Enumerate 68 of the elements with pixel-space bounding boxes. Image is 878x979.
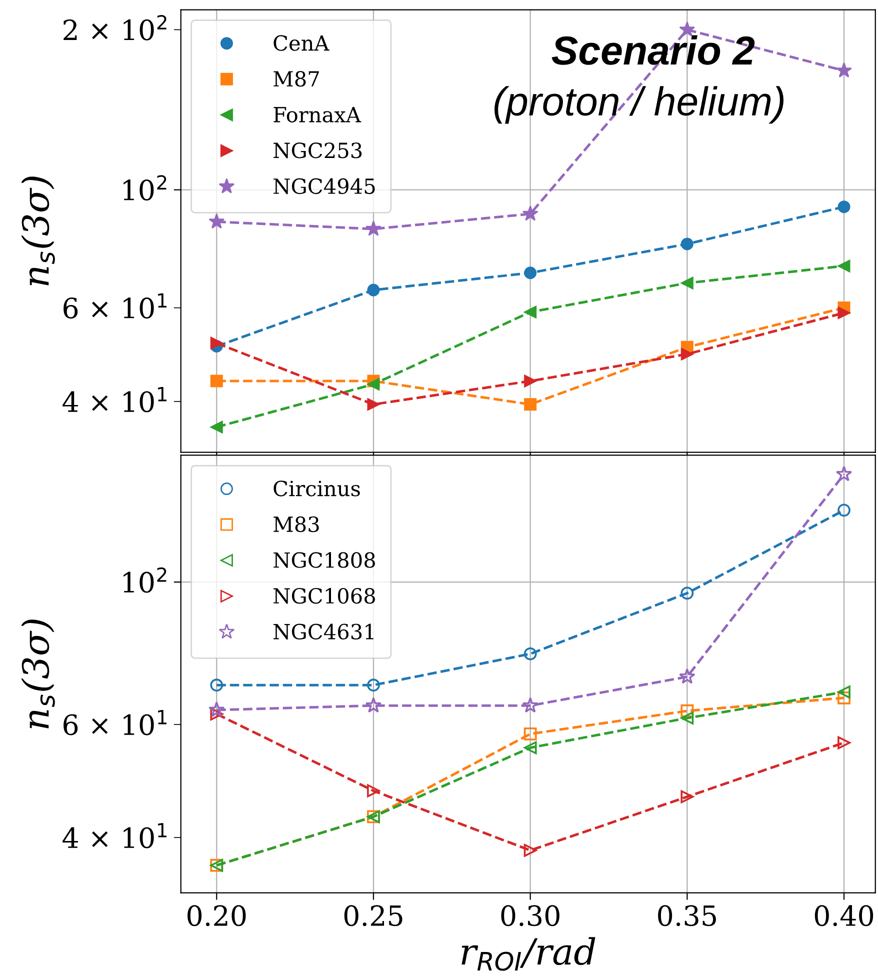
x-tick-label: 0.35 (658, 905, 716, 926)
point (678, 668, 696, 684)
x-tick-label: 0.40 (814, 905, 874, 926)
point (210, 420, 223, 434)
x-tick-label: 0.20 (188, 905, 246, 926)
point (210, 374, 223, 388)
point (680, 586, 694, 600)
y-tick-label: 6 × 10$^{1}$ (64, 710, 166, 736)
point (524, 398, 537, 411)
point (680, 712, 694, 725)
point (524, 844, 537, 857)
point (208, 701, 225, 718)
point (680, 348, 694, 360)
legend-label: NGC1068 (274, 588, 375, 604)
point (680, 704, 694, 718)
point (210, 678, 224, 692)
point (210, 336, 223, 350)
annotation: Scenario 2 (552, 35, 755, 65)
y-axis-title: n$_{s}$(3σ) (21, 620, 55, 728)
legend-label: CenA (274, 35, 330, 51)
legend-label: FornaxA (274, 107, 362, 122)
y-tick-label: 10$^{2}$ (124, 175, 166, 201)
point (367, 678, 380, 692)
point (524, 374, 537, 388)
point (838, 736, 850, 750)
point (680, 276, 694, 290)
x-tick-label: 0.25 (344, 905, 402, 926)
legend-label: NGC1808 (274, 552, 375, 568)
legend-label: NGC4945 (274, 178, 375, 194)
legend-label: M83 (274, 516, 319, 532)
point (836, 466, 852, 482)
point (208, 213, 225, 229)
point (524, 741, 537, 754)
point (838, 306, 850, 320)
y-tick-label: 4 × 10$^{1}$ (62, 387, 166, 412)
x-tick-label: 0.30 (501, 905, 560, 926)
point (367, 784, 380, 798)
legend-label: NGC253 (274, 142, 362, 158)
point (365, 697, 382, 713)
x-axis-title: r$_{ROI}$/rad (462, 937, 596, 971)
point (366, 220, 382, 236)
legend-label: NGC4631 (274, 624, 374, 640)
y-tick-label: 2 × 10$^{2}$ (64, 14, 166, 40)
point (522, 206, 538, 221)
point (367, 398, 380, 411)
point (680, 790, 694, 804)
y-axis-title: n$_{s}$(3σ) (21, 176, 55, 286)
point (210, 708, 224, 720)
point (680, 238, 694, 250)
point (524, 647, 537, 660)
annotation: (proton / helium) (494, 86, 784, 124)
point (838, 504, 850, 517)
point (524, 306, 537, 318)
point (838, 260, 850, 272)
legend-label: Circinus (274, 480, 360, 496)
point (522, 697, 538, 713)
point (838, 691, 850, 704)
legend-label: M87 (274, 70, 319, 87)
y-tick-label: 6 × 10$^{1}$ (64, 293, 166, 319)
point (836, 62, 852, 78)
y-tick-label: 4 × 10$^{1}$ (62, 823, 166, 848)
point (367, 284, 380, 296)
point (838, 686, 850, 699)
y-tick-label: 10$^{2}$ (124, 567, 166, 593)
point (838, 200, 850, 214)
point (524, 727, 537, 740)
point (367, 378, 380, 390)
point (524, 266, 537, 280)
